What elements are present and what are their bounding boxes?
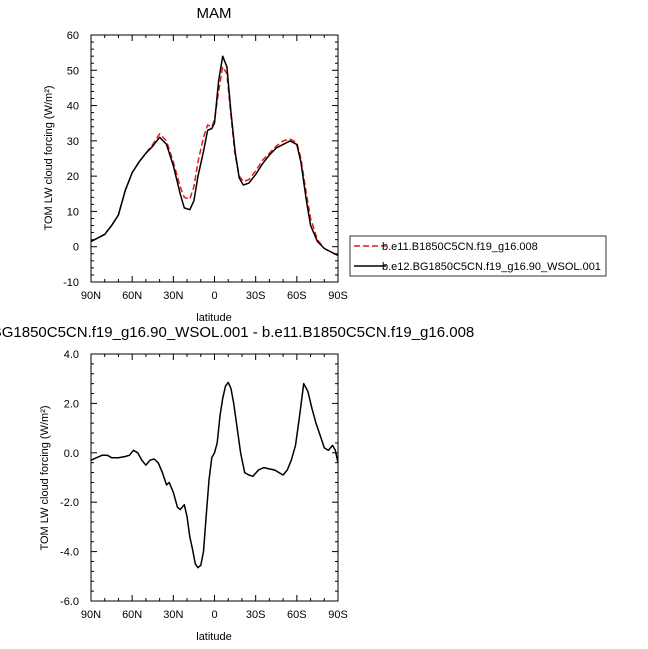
top-y-tick-label: -10	[63, 277, 79, 289]
top-x-tick-label: 30N	[163, 290, 183, 302]
bottom-panel: BG1850C5CN.f19_g16.90_WSOL.001 - b.e11.B…	[0, 324, 474, 643]
bottom-y-tick-label: -4.0	[60, 547, 79, 559]
bottom-y-tick-label: -2.0	[60, 497, 79, 509]
bottom-x-axis-label: latitude	[196, 631, 231, 643]
top-y-tick-label: 30	[67, 136, 79, 148]
legend-entry-1: b.e11.B1850C5CN.f19_g16.008	[382, 241, 538, 253]
bottom-x-tick-label: 0	[211, 609, 217, 621]
bottom-y-tick-label: 2.0	[64, 398, 79, 410]
top-x-tick-label: 60S	[287, 290, 307, 302]
bottom-x-tick-label: 90N	[81, 609, 101, 621]
bottom-y-tick-label: -6.0	[60, 596, 79, 608]
legend-entry-2: b.e12.BG1850C5CN.f19_g16.90_WSOL.001	[382, 261, 601, 273]
top-y-tick-label: 0	[73, 242, 79, 254]
top-x-tick-label: 60N	[122, 290, 142, 302]
bottom-series-line-1	[90, 381, 339, 569]
top-series-line-2	[90, 55, 339, 257]
bottom-x-tick-label: 90S	[328, 609, 348, 621]
top-y-tick-label: 60	[67, 30, 79, 42]
top-x-tick-label: 90N	[81, 290, 101, 302]
bottom-x-tick-label: 60N	[122, 609, 142, 621]
bottom-chart-title: BG1850C5CN.f19_g16.90_WSOL.001 - b.e11.B…	[0, 324, 474, 341]
top-chart-title: MAM	[197, 5, 232, 22]
legend: b.e11.B1850C5CN.f19_g16.008 b.e12.BG1850…	[349, 235, 607, 277]
top-y-tick-label: 20	[67, 171, 79, 183]
top-y-tick-label: 10	[67, 206, 79, 218]
bottom-x-tick-label: 60S	[287, 609, 307, 621]
top-x-tick-label: 30S	[246, 290, 266, 302]
bottom-y-tick-label: 0.0	[64, 448, 79, 460]
bottom-plot-frame	[90, 353, 339, 602]
bottom-y-tick-label: 4.0	[64, 349, 79, 361]
top-y-tick-label: 50	[67, 65, 79, 77]
legend-box	[349, 235, 607, 277]
bottom-x-tick-label: 30S	[246, 609, 266, 621]
top-x-tick-label: 0	[211, 290, 217, 302]
top-panel: MAM 90N 60N 30N 0 30S 60S 90S-100102030405060 …	[43, 5, 348, 324]
top-x-tick-label: 90S	[328, 290, 348, 302]
bottom-x-tick-label: 30N	[163, 609, 183, 621]
top-plot-frame	[90, 34, 339, 283]
top-y-axis-label: TOM LW cloud forcing (W/m²)	[43, 85, 55, 230]
top-x-axis-label: latitude	[196, 312, 231, 324]
top-y-tick-label: 40	[67, 101, 79, 113]
bottom-y-axis-label: TOM LW cloud forcing (W/m²)	[39, 405, 51, 550]
